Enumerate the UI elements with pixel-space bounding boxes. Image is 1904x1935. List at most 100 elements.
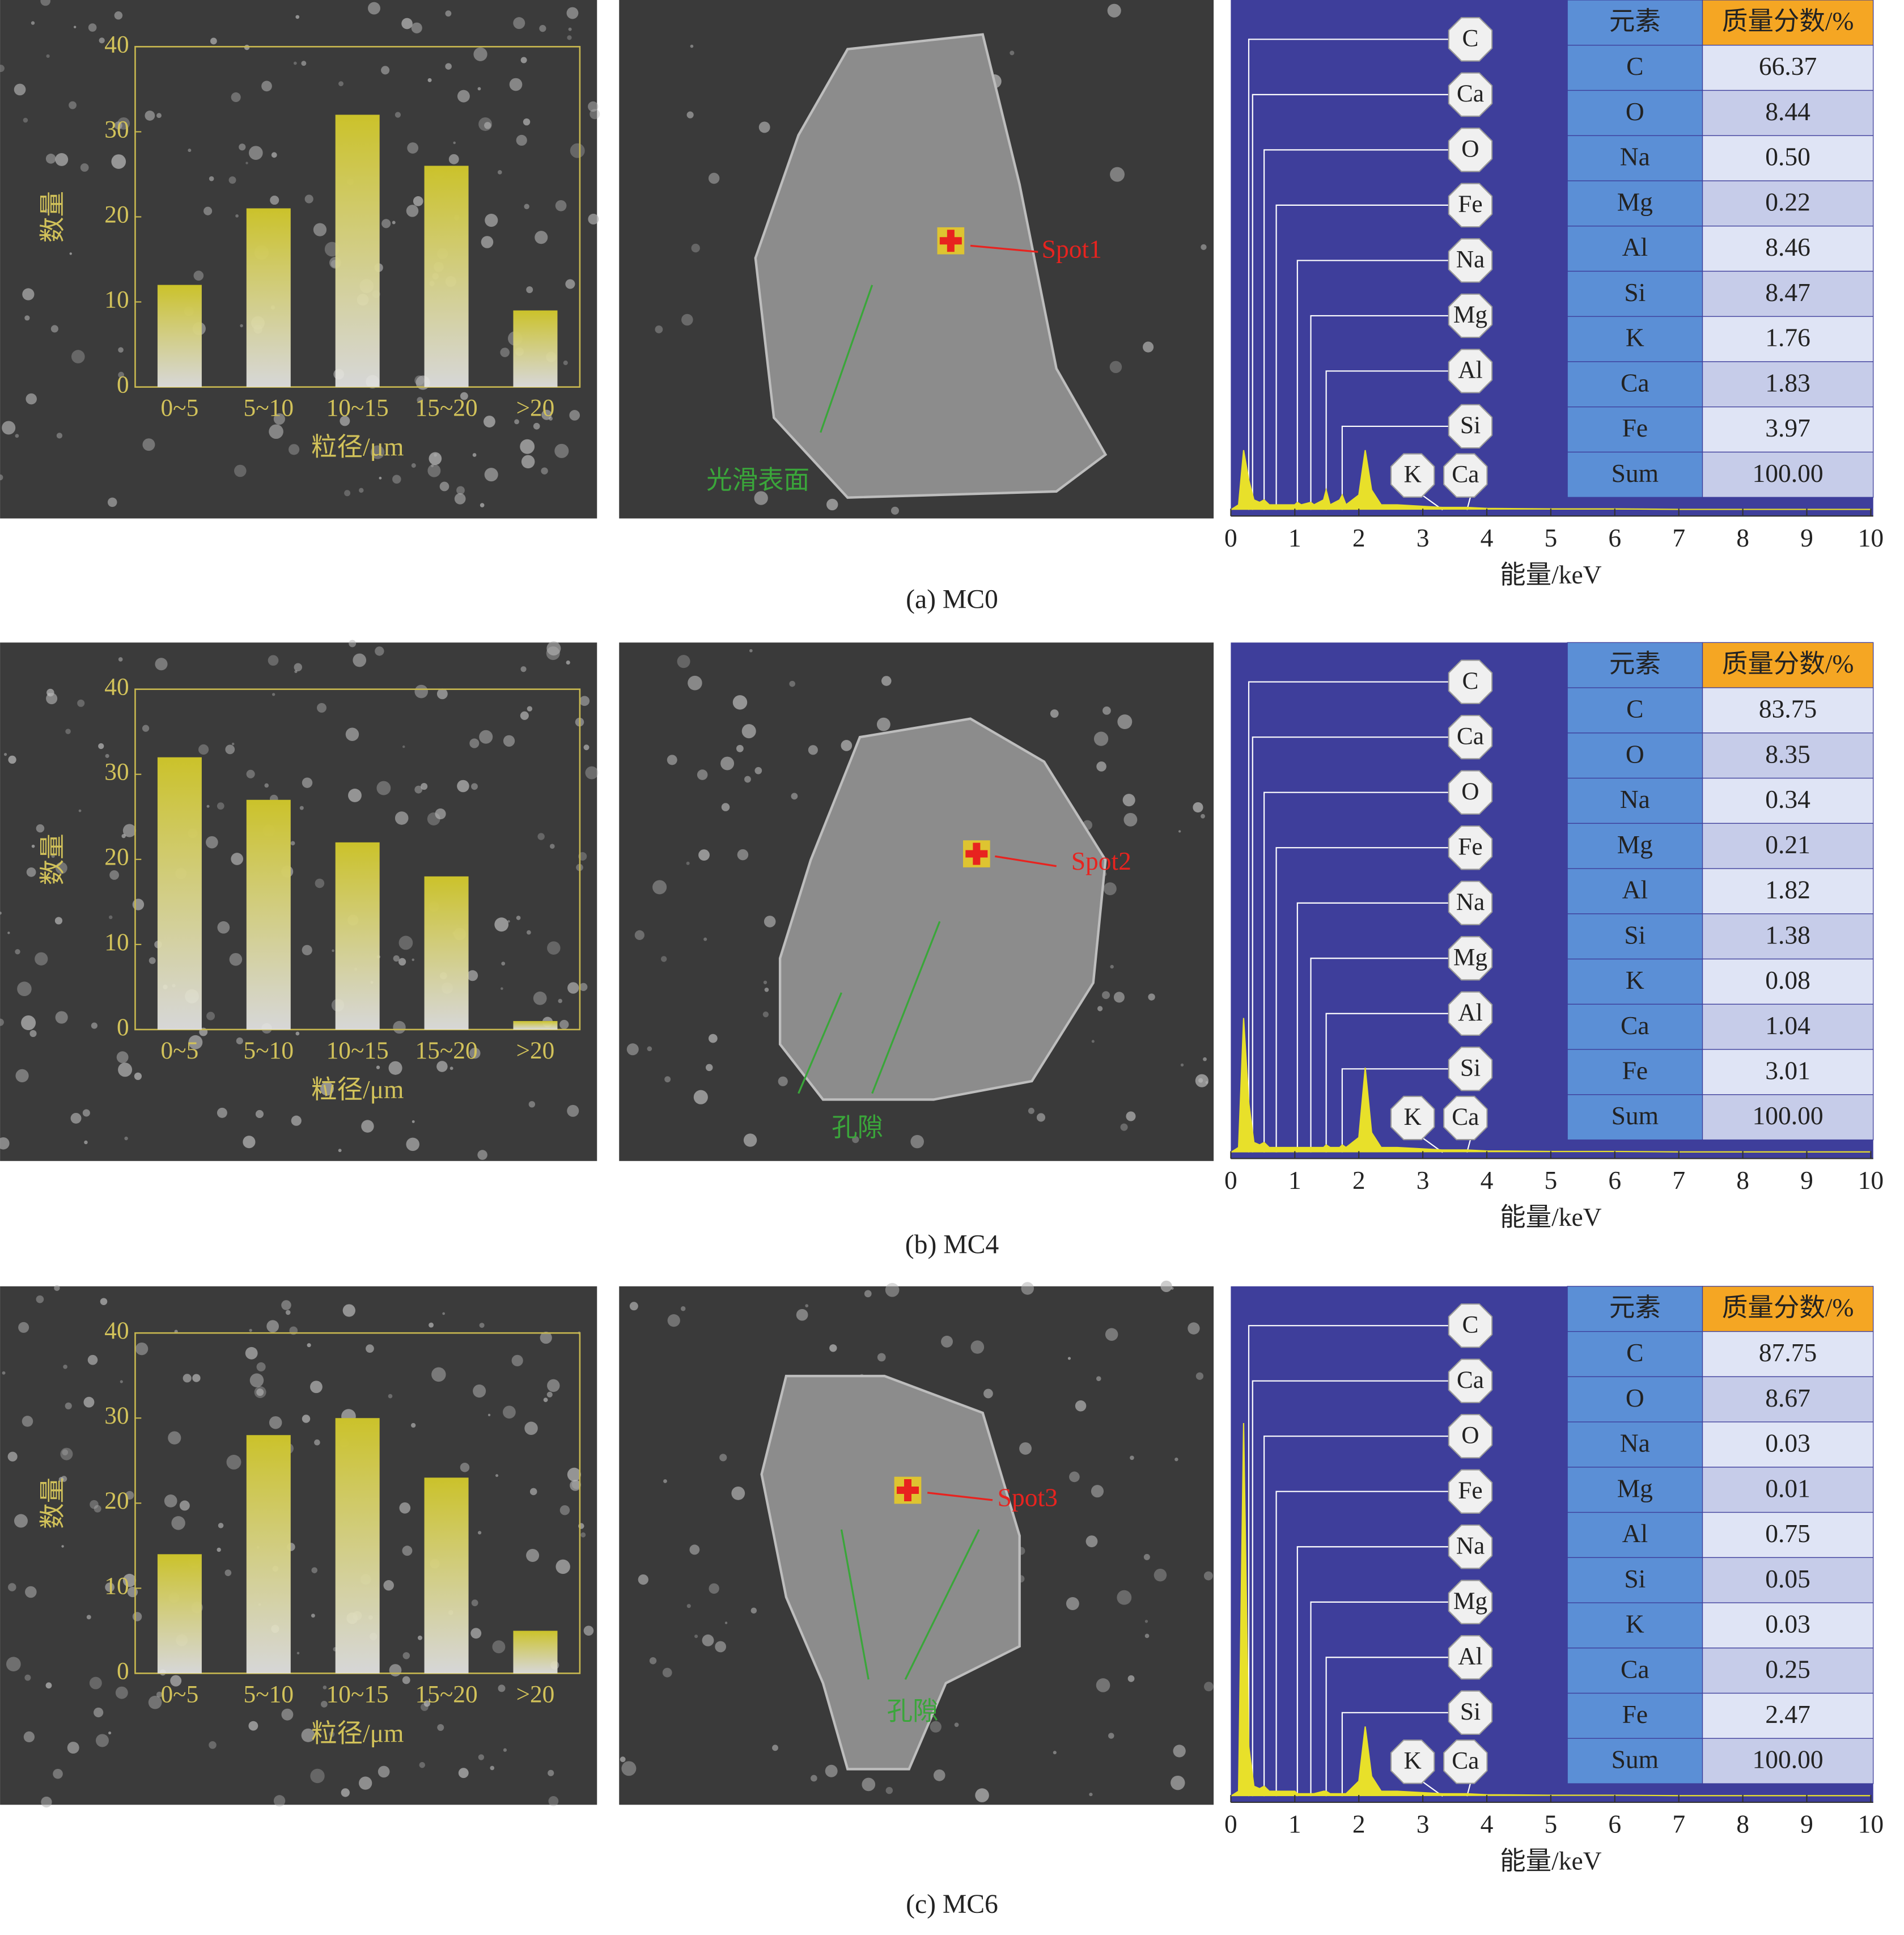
table-cell <box>1702 90 1874 136</box>
sem-speck <box>533 422 540 430</box>
particle <box>760 1374 1021 1771</box>
table-cell <box>1567 823 1703 869</box>
sem-speck <box>954 1722 959 1727</box>
sem-speck <box>516 916 521 920</box>
sem-speck <box>378 1765 390 1778</box>
sem-speck <box>249 1373 264 1387</box>
peak-leader <box>1263 1436 1448 1797</box>
sem-speck <box>375 646 384 656</box>
table-element: C <box>1626 1338 1643 1367</box>
sem-speck <box>467 970 478 981</box>
table-cell <box>1702 407 1874 453</box>
sem-speck <box>395 112 401 118</box>
sem-speck <box>453 141 456 145</box>
sem-speck <box>91 1022 97 1029</box>
sem-speck <box>261 81 272 92</box>
table-value: 1.76 <box>1765 323 1810 352</box>
sem-speck <box>198 744 209 755</box>
sem-speck <box>529 1488 537 1496</box>
sem-speck <box>24 1674 31 1681</box>
sem-speck <box>431 464 434 467</box>
table-header: 质量分数/% <box>1722 6 1854 35</box>
table-value: 3.01 <box>1765 1056 1810 1085</box>
sem-speck <box>171 1516 185 1530</box>
sem-speck <box>401 18 413 29</box>
sem-speck <box>77 699 85 707</box>
sem-speck <box>1050 709 1059 718</box>
table-value: 100.00 <box>1753 1101 1824 1130</box>
sem-speck <box>226 1455 241 1470</box>
sem-speck <box>537 833 545 840</box>
sem-speck <box>192 1374 201 1382</box>
sem-speck <box>471 783 478 790</box>
table-element: O <box>1626 739 1644 768</box>
sem-speck <box>366 1344 374 1353</box>
sem-speck <box>132 1612 142 1621</box>
sem-speck <box>15 949 20 955</box>
sem-speck <box>567 1467 581 1481</box>
sem-speck <box>1205 1081 1208 1084</box>
peak-leader <box>1341 1068 1448 1153</box>
sem-speck <box>105 753 109 758</box>
sem-speck <box>203 206 213 215</box>
sem-speck <box>314 1439 320 1446</box>
sem-speck <box>478 1531 482 1535</box>
peak-leader <box>1341 1712 1448 1797</box>
spot-cross <box>939 230 962 252</box>
sem-speck <box>805 1304 809 1308</box>
sem-speck <box>1160 1280 1172 1293</box>
sem-speck <box>501 962 506 966</box>
sem-speck <box>495 1474 499 1477</box>
bar <box>246 799 291 1030</box>
sem-speck <box>210 37 217 45</box>
sem-speck <box>479 730 493 744</box>
sem-speck <box>114 11 123 20</box>
bar <box>424 876 469 1030</box>
sem-speck <box>652 880 667 895</box>
sem-speck <box>535 231 548 244</box>
sem-speck <box>565 279 575 289</box>
sem-speck <box>930 1721 942 1733</box>
sem-speck <box>0 911 2 915</box>
sem-speck <box>1198 1078 1203 1083</box>
sem-speck <box>61 1476 67 1482</box>
table-element: Fe <box>1622 1700 1648 1729</box>
peak-badge <box>1448 714 1493 760</box>
sem-speck <box>509 78 523 91</box>
sem-speck <box>975 1788 989 1802</box>
sem-speck <box>1091 1040 1095 1043</box>
table-value: 0.01 <box>1765 1474 1810 1502</box>
sem-speck <box>209 176 214 181</box>
sem-speck <box>457 780 469 793</box>
table-cell <box>1567 868 1703 914</box>
sem-speck <box>520 666 527 672</box>
table-value: 100.00 <box>1753 459 1824 488</box>
peak-badge <box>1448 238 1493 283</box>
x-tick-label: 0 <box>1224 1166 1237 1195</box>
sem-speck <box>1053 1751 1057 1755</box>
sem-speck <box>698 849 710 861</box>
sem-speck <box>100 1298 108 1305</box>
x-tick-label: 2 <box>1352 1166 1366 1195</box>
sem-speck <box>541 409 552 420</box>
sem-speck <box>570 143 585 158</box>
x-tick-label: 10~15 <box>326 1681 389 1708</box>
sem-speck <box>431 1367 446 1382</box>
sem-speck <box>472 453 477 457</box>
sem-speck <box>686 861 690 865</box>
sem-speck <box>417 1635 422 1640</box>
table-element: Ca <box>1621 1654 1649 1683</box>
sem-speck <box>691 243 700 253</box>
sem-speck <box>15 1069 29 1083</box>
sem-speck <box>1127 1675 1135 1682</box>
sem-speck <box>90 1500 99 1509</box>
table-element: Si <box>1624 1564 1646 1593</box>
sem-speck <box>379 476 382 480</box>
sem-speck <box>500 348 510 357</box>
sem-speck <box>256 1388 264 1396</box>
sem-speck <box>231 92 241 103</box>
sem-background <box>0 1286 597 1805</box>
sem-speck <box>436 1061 448 1072</box>
sem-speck <box>703 937 707 941</box>
sem-speck <box>23 1731 35 1743</box>
